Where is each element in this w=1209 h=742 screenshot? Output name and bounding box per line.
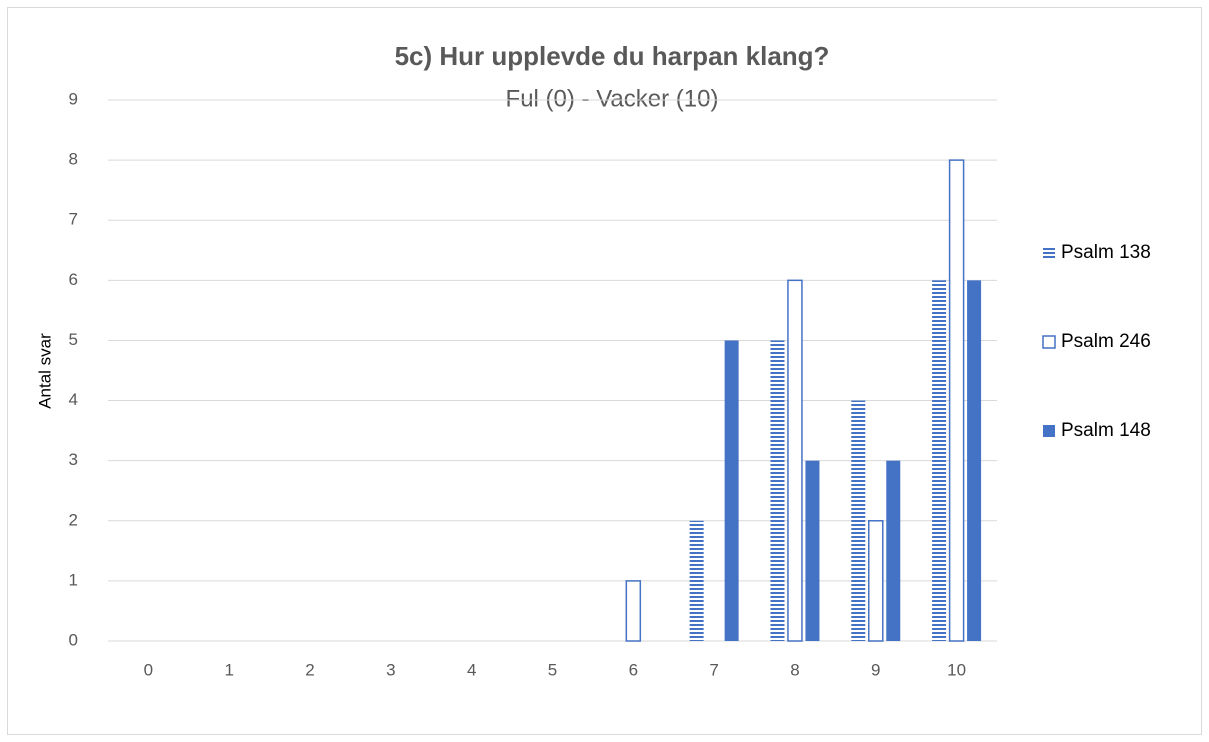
bar (868, 520, 884, 642)
bar (886, 460, 901, 641)
x-tick-label: 6 (629, 660, 638, 679)
legend-label: Psalm 148 (1061, 420, 1151, 441)
legend-swatch (1043, 425, 1055, 437)
y-tick-label: 3 (69, 450, 78, 469)
bar (948, 159, 965, 642)
bar (724, 340, 739, 641)
chart-title: 5c) Hur upplevde du harpan klang? (395, 41, 830, 71)
y-tick-label: 4 (69, 390, 78, 409)
x-tick-label: 7 (709, 660, 718, 679)
x-tick-label: 1 (224, 660, 233, 679)
y-axis-label: Antal svar (35, 333, 54, 409)
legend-swatch (1042, 335, 1056, 349)
x-tick-label: 9 (871, 660, 880, 679)
x-tick-label: 5 (548, 660, 557, 679)
bar (805, 460, 820, 641)
x-tick-label: 4 (467, 660, 476, 679)
x-tick-label: 0 (144, 660, 153, 679)
bar (967, 280, 982, 641)
legend-label: Psalm 138 (1061, 242, 1151, 263)
y-tick-label: 5 (69, 330, 78, 349)
x-tick-label: 10 (947, 660, 966, 679)
bar (689, 520, 704, 641)
y-tick-label: 0 (69, 630, 78, 649)
bar (770, 340, 785, 641)
legend-label: Psalm 246 (1061, 331, 1151, 352)
bar (932, 280, 947, 641)
x-tick-label: 8 (790, 660, 799, 679)
y-tick-label: 8 (69, 150, 78, 169)
legend-swatch (1043, 247, 1055, 259)
x-tick-label: 3 (386, 660, 395, 679)
chart-subtitle: Ful (0) - Vacker (10) (506, 85, 719, 112)
bar (787, 279, 803, 642)
chart-border (7, 7, 1202, 735)
y-tick-label: 6 (69, 270, 78, 289)
x-tick-label: 2 (305, 660, 314, 679)
y-tick-label: 1 (69, 570, 78, 589)
y-tick-label: 2 (69, 510, 78, 529)
y-tick-label: 7 (69, 210, 78, 229)
bar (625, 580, 642, 642)
bar (851, 400, 866, 641)
y-tick-label: 9 (69, 89, 78, 108)
